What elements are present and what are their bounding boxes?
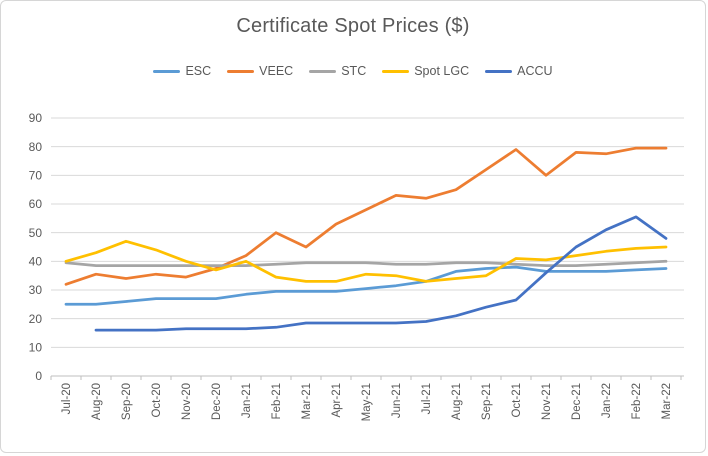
x-axis-tick-label: Aug-20 xyxy=(91,383,103,420)
legend-item-veec: VEEC xyxy=(227,64,293,78)
legend-line-swatch xyxy=(382,69,410,73)
legend-line-swatch xyxy=(309,69,337,73)
legend-item-spot-lgc: Spot LGC xyxy=(382,64,469,78)
x-axis-tick-label: Nov-20 xyxy=(181,383,193,420)
chart-title: Certificate Spot Prices ($) xyxy=(236,15,470,37)
legend-label: VEEC xyxy=(259,64,294,78)
legend-line-swatch xyxy=(227,69,255,73)
legend-label: STC xyxy=(341,64,367,78)
y-axis-tick-label: 50 xyxy=(29,226,43,240)
x-axis-tick-label: Feb-21 xyxy=(271,383,283,419)
series-line-accu xyxy=(94,215,668,332)
legend-label: ESC xyxy=(185,64,212,78)
x-axis-tick-label: Jan-22 xyxy=(601,383,613,418)
legend-label: Spot LGC xyxy=(414,64,470,78)
legend-item-stc: STC xyxy=(309,64,366,78)
series-line-stc xyxy=(64,259,668,267)
series-line-veec xyxy=(64,146,668,286)
legend-line-swatch xyxy=(485,69,513,73)
x-axis-tick-label: Mar-21 xyxy=(301,383,313,419)
x-axis-tick-label: May-21 xyxy=(361,383,373,421)
x-axis-tick-label: Jul-20 xyxy=(61,383,73,414)
legend-item-accu: ACCU xyxy=(485,64,553,78)
x-axis-tick-label: Nov-21 xyxy=(541,383,553,420)
y-axis-tick-label: 70 xyxy=(29,169,43,183)
x-axis-tick-label: Jun-21 xyxy=(391,383,403,418)
x-axis-tick-label: Dec-21 xyxy=(571,383,583,420)
x-axis-tick-label: Feb-22 xyxy=(631,383,643,419)
x-axis-tick-label: Apr-21 xyxy=(331,383,343,418)
x-axis-tick-label: Dec-20 xyxy=(211,383,223,420)
x-axis-tick-label: Mar-22 xyxy=(661,383,673,419)
x-axis-tick-label: Oct-21 xyxy=(511,383,523,418)
legend-item-esc: ESC xyxy=(153,64,211,78)
y-axis-tick-label: 20 xyxy=(29,312,43,326)
y-axis-tick-label: 40 xyxy=(29,255,43,269)
legend: ESC VEEC STC Spot LGC ACCU xyxy=(1,64,705,78)
legend-line-swatch xyxy=(153,69,181,73)
x-axis-tick-label: Aug-21 xyxy=(451,383,463,420)
y-axis-tick-label: 0 xyxy=(35,369,42,383)
y-axis-tick-label: 10 xyxy=(29,341,43,355)
x-axis-tick-label: Jul-21 xyxy=(421,383,433,414)
y-axis-tick-label: 60 xyxy=(29,197,43,211)
legend-label: ACCU xyxy=(517,64,553,78)
x-axis-tick-label: Jan-21 xyxy=(241,383,253,418)
x-axis-tick-label: Oct-20 xyxy=(151,383,163,418)
x-axis-tick-label: Sep-20 xyxy=(121,383,133,420)
y-axis-tick-label: 90 xyxy=(29,111,43,125)
y-axis-tick-label: 30 xyxy=(29,283,43,297)
x-axis-tick-label: Sep-21 xyxy=(481,383,493,420)
series-line-esc xyxy=(64,265,668,306)
y-axis-tick-label: 80 xyxy=(29,140,43,154)
